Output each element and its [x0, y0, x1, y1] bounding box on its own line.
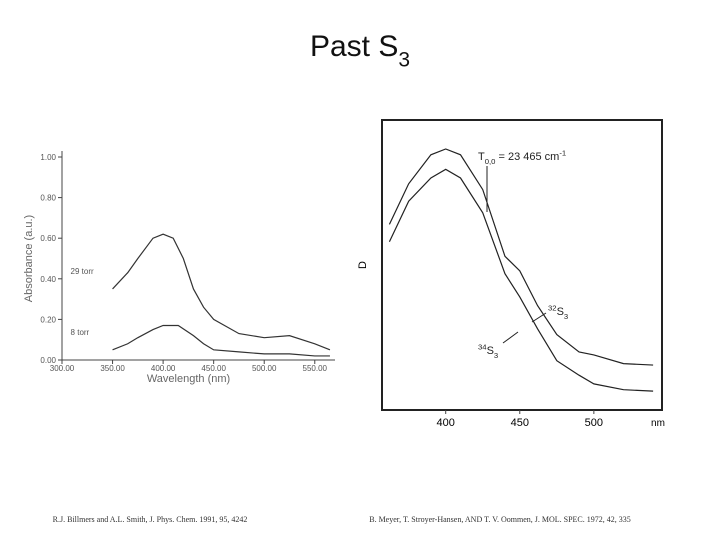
x-tick-label: 550.00: [303, 364, 328, 373]
annotation-part: -1: [559, 149, 566, 158]
x-tick-label: 450: [511, 417, 529, 429]
annotation: T0,0 = 23 465 cm-1: [478, 149, 566, 166]
y-tick-label: 0.80: [40, 194, 56, 203]
series-line: [388, 148, 654, 366]
x-tick-label: 500.00: [252, 364, 277, 373]
x-tick-label: 300.00: [50, 364, 75, 373]
x-tick-label: 500: [585, 417, 603, 429]
annotation-pointer: [531, 312, 547, 323]
slide-title-part: 3: [398, 49, 410, 72]
plot-background: [380, 118, 664, 412]
y-tick-label: 0.60: [40, 234, 56, 243]
annotation-part: S: [487, 345, 494, 357]
y-tick-label: 0.40: [40, 275, 56, 284]
annotation-part: 3: [494, 351, 498, 360]
annotation-part: 32: [548, 304, 557, 313]
annotation-pointer: [502, 331, 519, 344]
annotation-part: 34: [478, 343, 487, 352]
citation: B. Meyer, T. Stroyer-Hansen, AND T. V. O…: [369, 515, 631, 524]
slide-title: Past S3: [310, 30, 410, 72]
series-line: [112, 233, 331, 351]
y-tick-label: 0.20: [40, 315, 56, 324]
series-label: 8 torr: [71, 328, 90, 337]
annotation-part: 3: [564, 312, 568, 321]
annotation-part: S: [557, 306, 564, 318]
series-line: [112, 324, 330, 357]
y-tick-label: 0.00: [40, 356, 56, 365]
y-tick-label: 1.00: [40, 153, 56, 162]
annotation: 32S3: [548, 304, 568, 321]
series-line: [388, 168, 654, 392]
x-tick-label: 450.00: [201, 364, 226, 373]
annotation-part: T: [478, 151, 485, 163]
x-axis-label: nm: [651, 418, 665, 429]
slide-title-part: Past S: [310, 30, 398, 63]
x-tick-label: 350.00: [100, 364, 125, 373]
series-label: 29 torr: [71, 267, 94, 276]
annotation-part: 0,0: [485, 157, 496, 166]
x-axis-label: Wavelength (nm): [147, 373, 230, 385]
annotation: 34S3: [478, 343, 498, 360]
plot-frame: [381, 119, 663, 411]
citation: R.J. Billmers and A.L. Smith, J. Phys. C…: [53, 515, 248, 524]
x-tick-label: 400.00: [151, 364, 176, 373]
annotation-part: = 23 465 cm: [495, 151, 559, 163]
y-axis-label: D: [357, 261, 369, 269]
y-axis-label: Absorbance (a.u.): [23, 215, 35, 302]
x-tick-label: 400: [437, 417, 455, 429]
